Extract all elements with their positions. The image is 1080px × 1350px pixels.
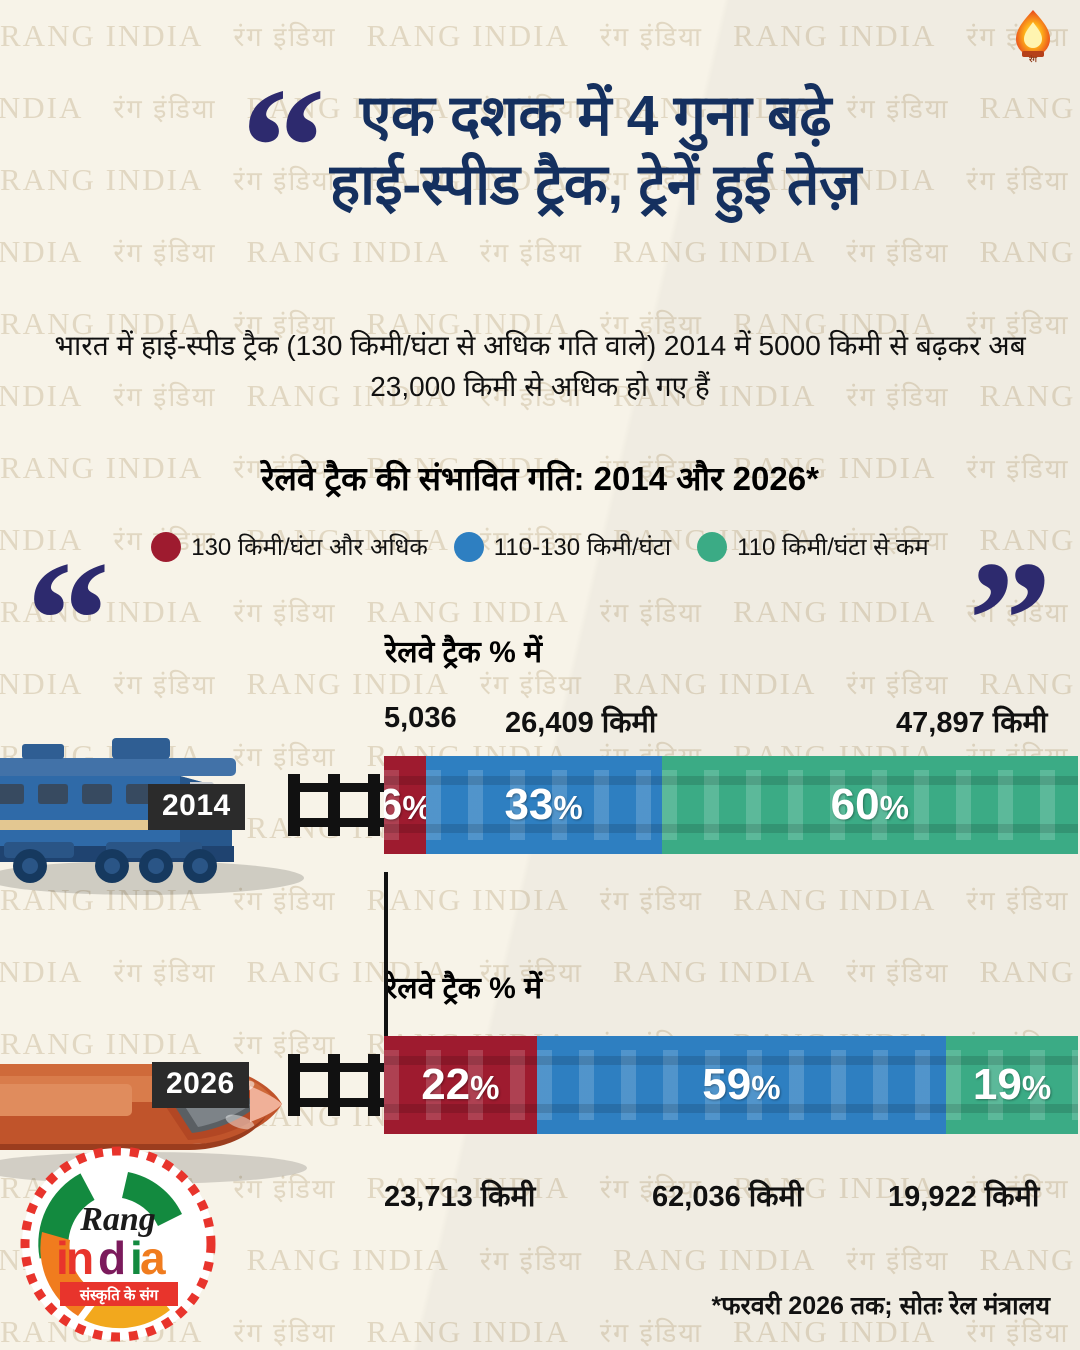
- svg-text:n: n: [66, 1232, 94, 1284]
- diya-flame-icon: रंग: [1016, 10, 1050, 64]
- pct-2026-red: 22: [421, 1060, 471, 1109]
- value-label-2014-red: 5,036: [384, 702, 457, 734]
- headline-block: “ एक दशक में 4 गुना बढ़े हाई-स्पीड ट्रैक…: [0, 53, 1080, 241]
- logo-script-word: Rang: [79, 1201, 156, 1238]
- pct-2014-blue: 33: [504, 780, 554, 829]
- bar-segment-2026-green[interactable]: 19%: [946, 1036, 1078, 1134]
- page-title: एक दशक में 4 गुना बढ़े हाई-स्पीड ट्रैक, …: [329, 74, 862, 220]
- stacked-bar-2026: 22% 59% 19%: [384, 1036, 1078, 1134]
- pct-sign: %: [470, 1069, 500, 1106]
- pct-2014-red: 6: [384, 780, 403, 829]
- svg-text:d: d: [98, 1232, 126, 1284]
- year-tag-2014: 2014: [148, 784, 245, 830]
- row-2026-axis-label: रेलवे ट्रैक % में: [385, 972, 543, 1005]
- bar-segment-2014-green[interactable]: 60%: [661, 756, 1078, 854]
- rang-india-logo[interactable]: Rang i n d i a संस्कृति के संग: [18, 1144, 218, 1344]
- row-2014-axis-label: रेलवे ट्रैक % में: [385, 636, 543, 669]
- logo-tagline: संस्कृति के संग: [79, 1286, 159, 1305]
- pct-sign: %: [1021, 1069, 1052, 1106]
- row-connector-line: [384, 872, 388, 1040]
- bar-segment-2014-red[interactable]: 6%: [384, 756, 426, 854]
- pct-2026-blue: 59: [702, 1060, 752, 1109]
- value-label-2026-red: 23,713 किमी: [384, 1181, 536, 1213]
- legend-dot-blue: [453, 531, 484, 562]
- chart-legend: 130 किमी/घंटा और अधिक 110-130 किमी/घंटा …: [0, 530, 1080, 563]
- quote-open-icon: “: [240, 53, 326, 241]
- pct-2014-green: 60: [830, 780, 880, 829]
- legend-dot-red: [151, 531, 182, 562]
- bar-segment-2026-blue[interactable]: 59%: [536, 1036, 947, 1134]
- bar-segment-2014-blue[interactable]: 33%: [425, 756, 662, 854]
- value-label-2014-green: 47,897 किमी: [896, 707, 1048, 739]
- value-label-2014-blue: 26,409 किमी: [505, 707, 657, 739]
- stacked-bar-2014: 6% 33% 60%: [384, 756, 1078, 854]
- svg-text:रंग: रंग: [1028, 55, 1037, 64]
- pct-sign: %: [751, 1069, 781, 1106]
- value-label-2026-blue: 62,036 किमी: [652, 1181, 804, 1213]
- chart-title: रेलवे ट्रैक की संभावित गति: 2014 और 2026…: [261, 460, 819, 497]
- headline-line-1: एक दशक में 4 गुना बढ़े: [359, 84, 832, 148]
- decor-quote-open-icon: “: [26, 527, 110, 713]
- value-label-2026-green: 19,922 किमी: [888, 1181, 1040, 1213]
- pct-sign: %: [879, 789, 909, 826]
- svg-text:a: a: [140, 1232, 166, 1284]
- source-note: *फरवरी 2026 तक; सोतः रेल मंत्रालय: [711, 1292, 1050, 1320]
- row-2014-value-labels: 5,036 26,409 किमी 47,897 किमी: [0, 702, 1080, 742]
- year-tag-2026: 2026: [152, 1062, 249, 1108]
- svg-text:i: i: [56, 1232, 69, 1284]
- legend-dot-green: [697, 531, 728, 562]
- row-2026-value-labels: 23,713 किमी 62,036 किमी 19,922 किमी: [0, 1176, 1080, 1216]
- headline-line-2: हाई-स्पीड ट्रैक, ट्रेनें हुई तेज़: [329, 152, 862, 217]
- pct-2026-green: 19: [972, 1060, 1022, 1109]
- svg-text:i: i: [130, 1232, 143, 1284]
- legend-label-green: 110 किमी/घंटा से कम: [737, 534, 929, 561]
- legend-item-red[interactable]: 130 किमी/घंटा और अधिक: [151, 530, 428, 563]
- legend-label-red: 130 किमी/घंटा और अधिक: [191, 534, 428, 561]
- legend-item-green[interactable]: 110 किमी/घंटा से कम: [697, 530, 929, 563]
- pct-sign: %: [553, 789, 583, 826]
- pct-sign: %: [402, 789, 425, 826]
- legend-item-blue[interactable]: 110-130 किमी/घंटा: [453, 530, 672, 563]
- decor-quote-close-icon: ”: [968, 527, 1052, 713]
- legend-label-blue: 110-130 किमी/घंटा: [493, 534, 672, 561]
- standfirst-text: भारत में हाई-स्पीड ट्रैक (130 किमी/घंटा …: [54, 330, 1026, 402]
- bar-segment-2026-red[interactable]: 22%: [384, 1036, 537, 1134]
